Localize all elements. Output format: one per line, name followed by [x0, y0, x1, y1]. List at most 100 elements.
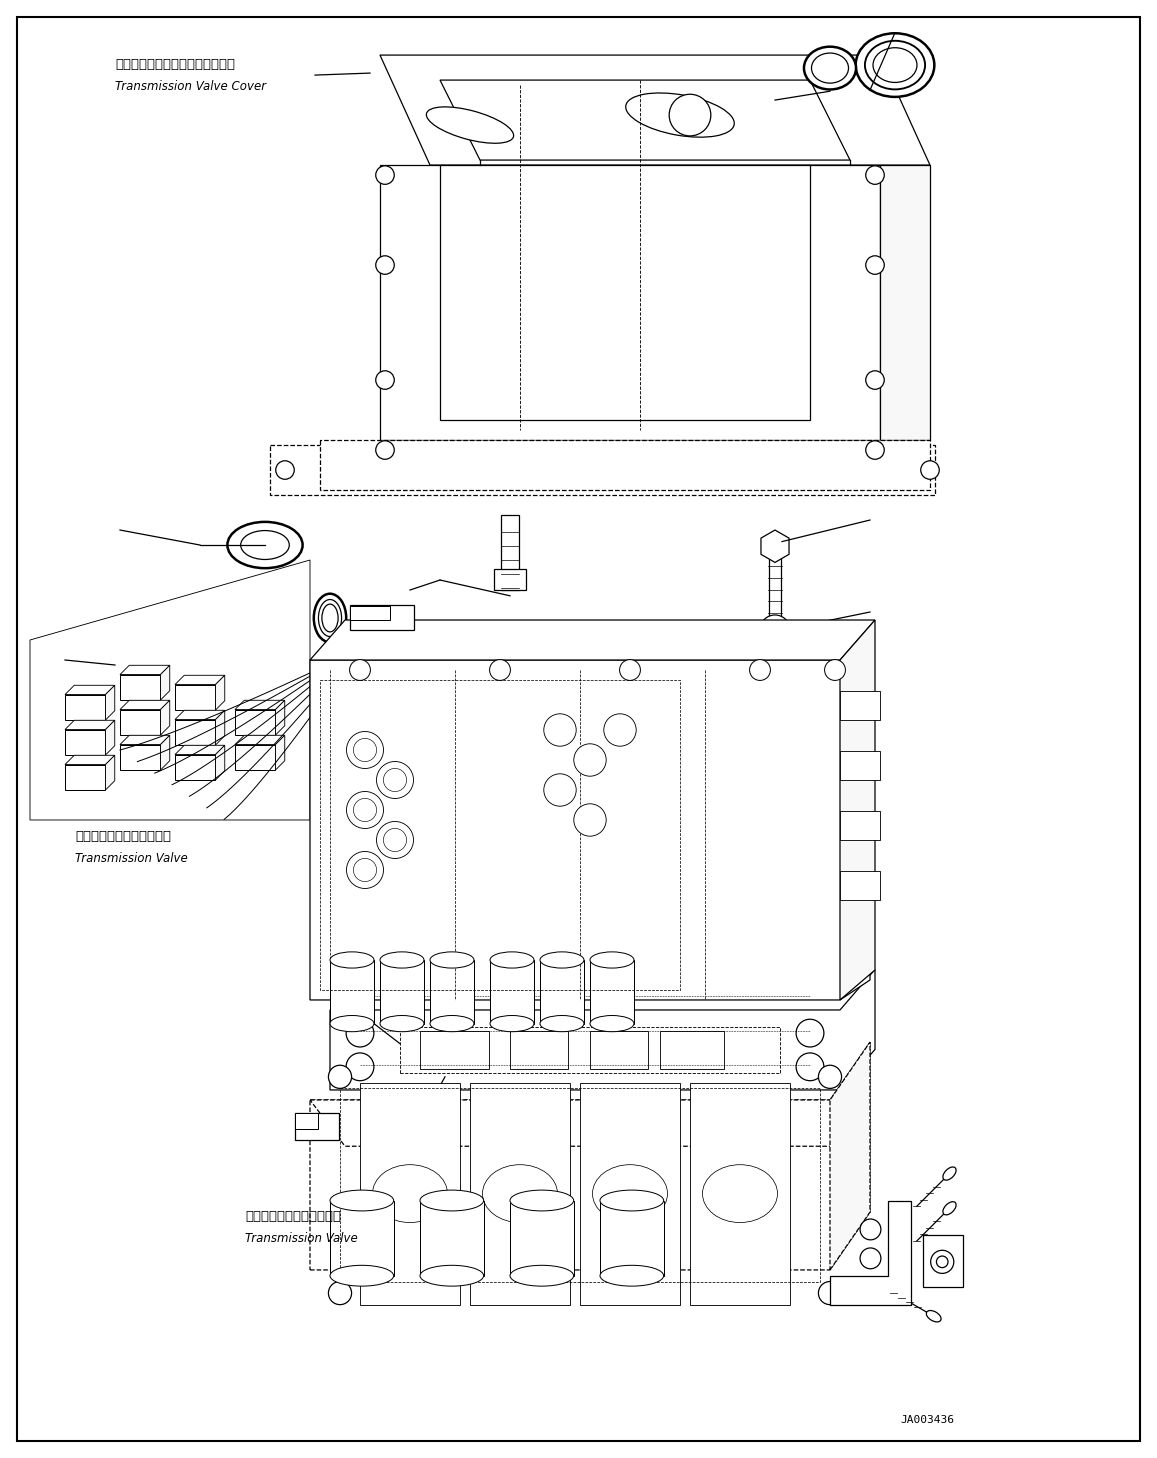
- Circle shape: [349, 659, 370, 681]
- Ellipse shape: [927, 1311, 941, 1322]
- Ellipse shape: [510, 1190, 574, 1212]
- Polygon shape: [840, 620, 875, 1000]
- Circle shape: [865, 440, 884, 459]
- Circle shape: [376, 440, 395, 459]
- Ellipse shape: [811, 52, 848, 83]
- Ellipse shape: [430, 952, 474, 968]
- Circle shape: [353, 799, 376, 821]
- Bar: [659, 1031, 723, 1069]
- Circle shape: [865, 255, 884, 274]
- Ellipse shape: [241, 531, 289, 560]
- Circle shape: [750, 659, 771, 681]
- Text: Transmission Valve Cover: Transmission Valve Cover: [115, 80, 266, 93]
- Circle shape: [346, 851, 383, 888]
- Ellipse shape: [600, 1266, 664, 1286]
- Ellipse shape: [856, 34, 935, 96]
- Circle shape: [860, 1248, 880, 1268]
- Ellipse shape: [943, 1166, 956, 1180]
- Circle shape: [383, 768, 406, 792]
- Bar: [379, 959, 423, 1024]
- Circle shape: [796, 1053, 824, 1080]
- Ellipse shape: [590, 952, 634, 968]
- Polygon shape: [105, 720, 115, 755]
- Bar: [175, 685, 215, 710]
- Circle shape: [353, 859, 376, 882]
- Bar: [600, 1200, 664, 1276]
- Circle shape: [604, 714, 636, 746]
- Polygon shape: [310, 1042, 870, 1270]
- Bar: [580, 1083, 680, 1305]
- Polygon shape: [65, 720, 115, 729]
- Polygon shape: [215, 675, 224, 710]
- Ellipse shape: [314, 593, 346, 643]
- Polygon shape: [830, 1200, 911, 1305]
- Bar: [510, 1031, 568, 1069]
- Bar: [65, 764, 105, 790]
- Ellipse shape: [540, 1016, 584, 1032]
- Polygon shape: [880, 165, 930, 440]
- Bar: [65, 694, 105, 720]
- Polygon shape: [105, 685, 115, 720]
- Polygon shape: [379, 165, 880, 440]
- Text: JA003436: JA003436: [900, 1414, 955, 1424]
- Bar: [494, 569, 526, 590]
- Circle shape: [329, 1282, 352, 1305]
- Ellipse shape: [491, 1016, 535, 1032]
- Ellipse shape: [420, 1266, 484, 1286]
- Bar: [235, 745, 275, 770]
- Ellipse shape: [228, 522, 303, 569]
- Ellipse shape: [943, 1201, 956, 1215]
- Bar: [540, 959, 584, 1024]
- Circle shape: [760, 615, 790, 644]
- Polygon shape: [105, 755, 115, 790]
- Ellipse shape: [379, 952, 423, 968]
- Bar: [590, 1031, 648, 1069]
- Polygon shape: [175, 745, 224, 755]
- Ellipse shape: [592, 1165, 668, 1223]
- Bar: [330, 1200, 393, 1276]
- Bar: [420, 1200, 484, 1276]
- Polygon shape: [761, 531, 789, 563]
- Polygon shape: [235, 700, 285, 710]
- Circle shape: [376, 255, 395, 274]
- Polygon shape: [161, 700, 170, 735]
- Circle shape: [865, 166, 884, 184]
- Bar: [840, 751, 880, 780]
- Bar: [690, 1083, 790, 1305]
- Polygon shape: [330, 970, 875, 1091]
- Bar: [330, 959, 374, 1024]
- Bar: [351, 605, 414, 630]
- Ellipse shape: [482, 1165, 558, 1223]
- Polygon shape: [275, 735, 285, 770]
- Ellipse shape: [322, 604, 338, 631]
- Circle shape: [376, 370, 395, 389]
- Ellipse shape: [379, 1016, 423, 1032]
- Circle shape: [376, 761, 413, 799]
- Bar: [351, 607, 391, 620]
- Polygon shape: [830, 1042, 870, 1270]
- Polygon shape: [120, 735, 170, 745]
- Circle shape: [383, 828, 406, 851]
- Bar: [295, 1112, 339, 1140]
- Circle shape: [767, 623, 783, 639]
- Circle shape: [620, 659, 641, 681]
- Text: トランスミッションバルブ: トランスミッションバルブ: [245, 1210, 341, 1223]
- Ellipse shape: [373, 1165, 448, 1223]
- Polygon shape: [440, 165, 810, 420]
- Ellipse shape: [874, 48, 918, 83]
- Polygon shape: [440, 80, 850, 160]
- Circle shape: [796, 1019, 824, 1047]
- Polygon shape: [310, 1099, 865, 1146]
- Ellipse shape: [702, 1165, 778, 1223]
- Bar: [120, 745, 161, 770]
- Polygon shape: [65, 685, 115, 694]
- Circle shape: [860, 1219, 880, 1239]
- Ellipse shape: [626, 93, 735, 137]
- Bar: [360, 1083, 460, 1305]
- Circle shape: [346, 1019, 374, 1047]
- Text: Transmission Valve: Transmission Valve: [75, 851, 187, 865]
- Circle shape: [825, 659, 846, 681]
- Text: トランスミッションバルブ: トランスミッションバルブ: [75, 830, 171, 843]
- Bar: [235, 710, 275, 735]
- Bar: [769, 553, 781, 630]
